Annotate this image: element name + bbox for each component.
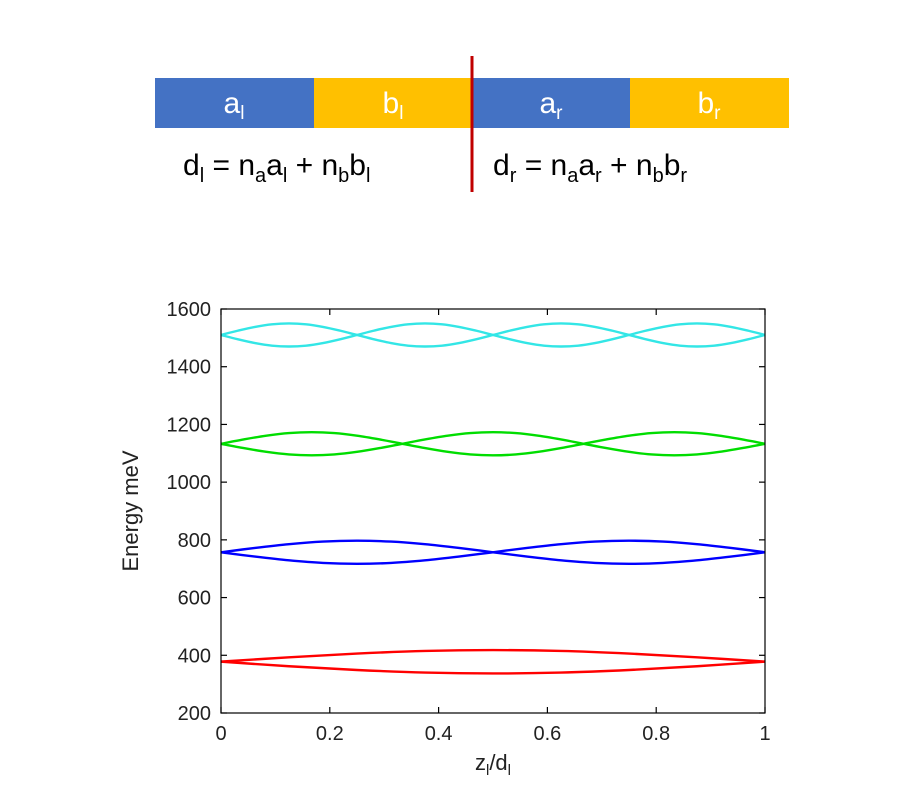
thickness-equation-left: dl = naal + nbbl (183, 149, 370, 187)
equation-part: = n (516, 149, 567, 182)
segment-a-left-block (155, 78, 314, 128)
y-tick-label: 600 (178, 588, 211, 610)
equation-part: a (255, 165, 267, 187)
equation-part: b (349, 149, 366, 182)
plot-frame (220, 308, 766, 714)
equation-part: = n (204, 149, 255, 182)
equation-part: + n (287, 149, 338, 182)
y-tick-label: 800 (178, 530, 211, 552)
segment-b-right: br (630, 78, 789, 128)
series-line-3 (220, 539, 766, 566)
segment-a-right-block (472, 78, 630, 128)
series-line-4 (220, 431, 766, 457)
x-tick-label: 0.8 (642, 723, 670, 745)
equation-part: b (338, 165, 349, 187)
y-tick-label: 200 (178, 703, 211, 725)
segment-b-right-block (630, 78, 789, 128)
equation-part: a (578, 149, 595, 182)
segment-a-right: ar (472, 78, 630, 128)
segment-a-right-label: ar (539, 87, 563, 124)
equation-part: r (510, 165, 517, 187)
equation-part: b (664, 149, 681, 182)
y-axis-label: Energy meV (118, 450, 143, 571)
x-tick-label: 0.6 (533, 723, 561, 745)
series-line-7 (220, 322, 766, 348)
equation-part: a (266, 149, 283, 182)
equation-part: r (595, 165, 602, 187)
thickness-equation-right: dr = naar + nbbr (493, 149, 687, 187)
x-tick-label: 0.4 (425, 723, 453, 745)
y-tick-label: 1400 (167, 357, 212, 379)
series-line-0 (220, 648, 766, 663)
energy-chart: 0 0.2 0.4 0.6 0.8 120040060080010001200140016… (118, 299, 771, 779)
equation-part: l (366, 165, 370, 187)
equation-part: b (653, 165, 664, 187)
x-tick-label: 0 (215, 723, 226, 745)
series-line-5 (220, 431, 766, 457)
equation-part: l (283, 165, 287, 187)
series-line-1 (220, 660, 766, 675)
x-tick-label: 0.2 (316, 723, 344, 745)
y-tick-label: 400 (178, 645, 211, 667)
segment-b-right-label: br (697, 87, 721, 124)
equation-part: l (200, 165, 204, 187)
y-tick-label: 1000 (167, 472, 212, 494)
equation-part: a (567, 165, 579, 187)
segment-b-left: bl (314, 78, 472, 128)
segment-b-left-label: bl (383, 87, 404, 124)
equation-part: + n (602, 149, 653, 182)
segment-a-left-label: al (224, 87, 245, 124)
superlattice-diagram: al bl ar br dl = naal + nbbl dr = naar +… (155, 56, 789, 192)
x-tick-label: 1 (759, 723, 770, 745)
series-layer (220, 322, 766, 675)
equation-part: d (183, 149, 200, 182)
y-tick-label: 1200 (167, 414, 212, 436)
tick-layer: 0 0.2 0.4 0.6 0.8 120040060080010001200140016… (167, 299, 771, 745)
segment-b-left-block (314, 78, 472, 128)
x-axis-label: zl/dl (475, 750, 511, 779)
y-tick-label: 1600 (167, 299, 212, 321)
equation-part: r (680, 165, 687, 187)
equation-part: d (493, 149, 510, 182)
segment-a-left: al (155, 78, 314, 128)
